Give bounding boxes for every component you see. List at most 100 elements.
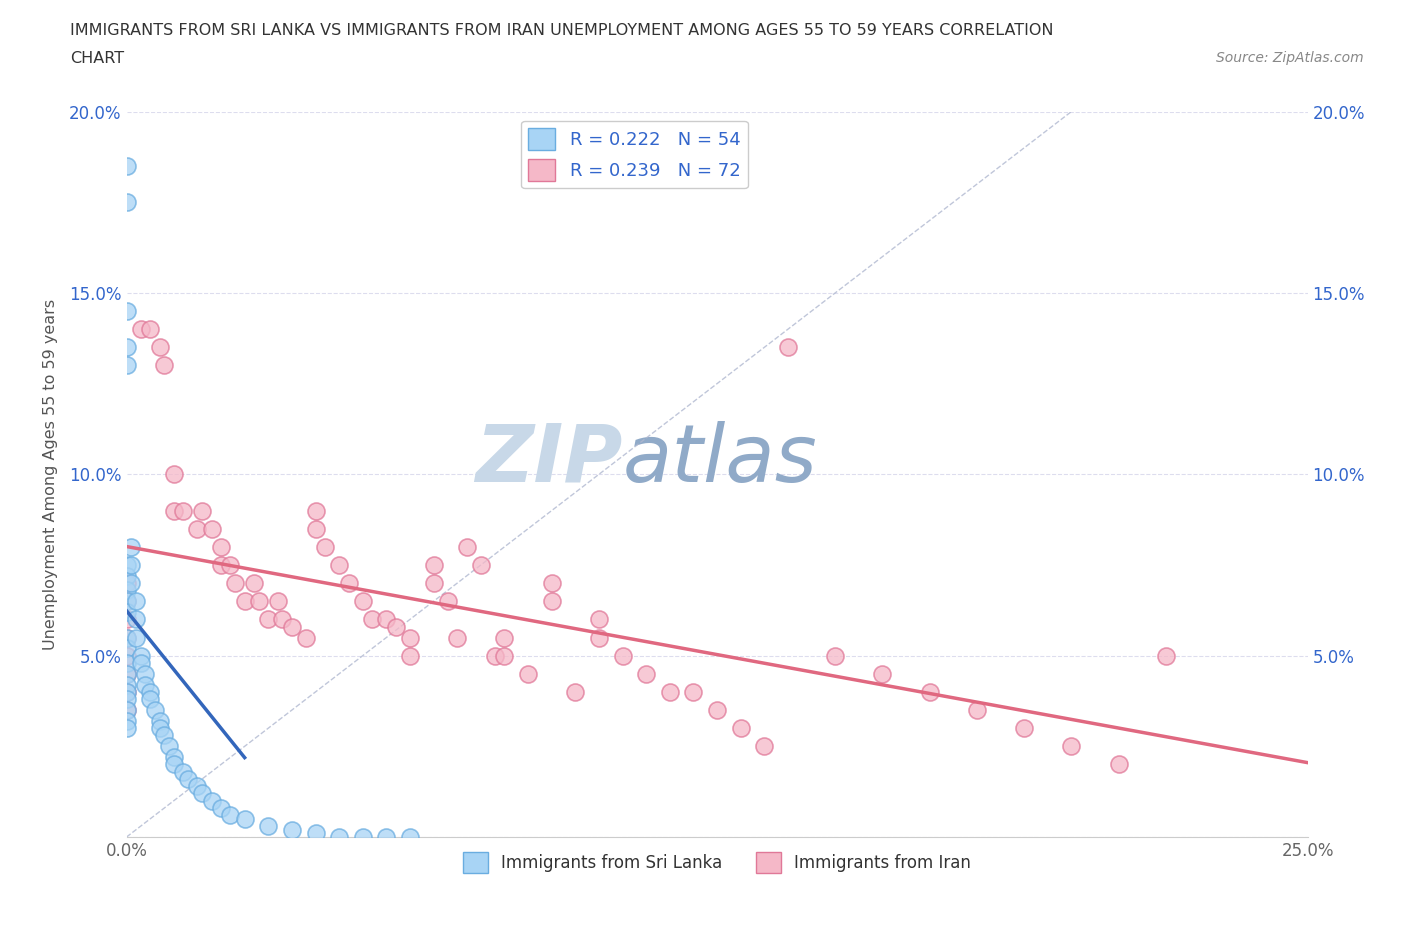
- Point: [120, 558, 142, 573]
- Text: ZIP: ZIP: [475, 420, 623, 498]
- Point: [209, 801, 232, 816]
- Point: [172, 503, 194, 518]
- Point: [115, 340, 138, 355]
- Point: [129, 648, 152, 663]
- Point: [115, 594, 138, 609]
- Point: [115, 583, 138, 598]
- Point: [134, 677, 156, 692]
- Point: [209, 558, 232, 573]
- Point: [115, 158, 138, 173]
- Point: [314, 539, 336, 554]
- Point: [243, 576, 266, 591]
- Text: CHART: CHART: [70, 51, 124, 66]
- Point: [494, 648, 516, 663]
- Point: [918, 684, 941, 699]
- Point: [157, 738, 180, 753]
- Point: [149, 713, 172, 728]
- Point: [281, 619, 304, 634]
- Point: [120, 539, 142, 554]
- Point: [115, 721, 138, 736]
- Point: [115, 667, 138, 682]
- Point: [115, 631, 138, 645]
- Point: [824, 648, 846, 663]
- Point: [143, 703, 166, 718]
- Point: [494, 631, 516, 645]
- Point: [115, 576, 138, 591]
- Point: [163, 757, 186, 772]
- Point: [115, 568, 138, 583]
- Text: IMMIGRANTS FROM SRI LANKA VS IMMIGRANTS FROM IRAN UNEMPLOYMENT AMONG AGES 55 TO : IMMIGRANTS FROM SRI LANKA VS IMMIGRANTS …: [70, 23, 1054, 38]
- Point: [682, 684, 704, 699]
- Point: [281, 822, 304, 837]
- Point: [163, 750, 186, 764]
- Point: [115, 684, 138, 699]
- Point: [219, 558, 242, 573]
- Point: [115, 594, 138, 609]
- Point: [186, 778, 208, 793]
- Point: [872, 667, 894, 682]
- Point: [399, 648, 422, 663]
- Point: [139, 322, 162, 337]
- Point: [115, 631, 138, 645]
- Point: [115, 612, 138, 627]
- Point: [200, 793, 222, 808]
- Point: [120, 576, 142, 591]
- Point: [163, 467, 186, 482]
- Y-axis label: Unemployment Among Ages 55 to 59 years: Unemployment Among Ages 55 to 59 years: [44, 299, 58, 650]
- Point: [233, 594, 256, 609]
- Point: [209, 539, 232, 554]
- Point: [115, 667, 138, 682]
- Point: [139, 692, 162, 707]
- Point: [375, 830, 398, 844]
- Point: [517, 667, 540, 682]
- Point: [267, 594, 290, 609]
- Point: [115, 195, 138, 210]
- Point: [456, 539, 478, 554]
- Point: [115, 713, 138, 728]
- Point: [422, 558, 444, 573]
- Point: [328, 830, 350, 844]
- Point: [612, 648, 634, 663]
- Point: [163, 503, 186, 518]
- Point: [352, 594, 374, 609]
- Point: [125, 612, 148, 627]
- Point: [153, 358, 176, 373]
- Point: [304, 521, 326, 536]
- Point: [115, 656, 138, 671]
- Point: [484, 648, 506, 663]
- Point: [115, 703, 138, 718]
- Point: [200, 521, 222, 536]
- Point: [658, 684, 681, 699]
- Point: [149, 340, 172, 355]
- Point: [470, 558, 492, 573]
- Point: [446, 631, 468, 645]
- Point: [588, 631, 610, 645]
- Point: [115, 303, 138, 318]
- Point: [399, 830, 422, 844]
- Point: [191, 503, 214, 518]
- Point: [129, 656, 152, 671]
- Point: [153, 728, 176, 743]
- Point: [361, 612, 384, 627]
- Point: [115, 703, 138, 718]
- Point: [295, 631, 318, 645]
- Point: [564, 684, 586, 699]
- Point: [636, 667, 658, 682]
- Point: [134, 667, 156, 682]
- Point: [247, 594, 270, 609]
- Point: [115, 684, 138, 699]
- Point: [337, 576, 360, 591]
- Point: [172, 764, 194, 779]
- Point: [1154, 648, 1177, 663]
- Point: [776, 340, 799, 355]
- Legend: Immigrants from Sri Lanka, Immigrants from Iran: Immigrants from Sri Lanka, Immigrants fr…: [457, 845, 977, 880]
- Point: [271, 612, 294, 627]
- Point: [257, 818, 280, 833]
- Point: [149, 721, 172, 736]
- Point: [115, 641, 138, 656]
- Point: [177, 772, 200, 787]
- Point: [139, 684, 162, 699]
- Point: [352, 830, 374, 844]
- Point: [1060, 738, 1083, 753]
- Point: [1108, 757, 1130, 772]
